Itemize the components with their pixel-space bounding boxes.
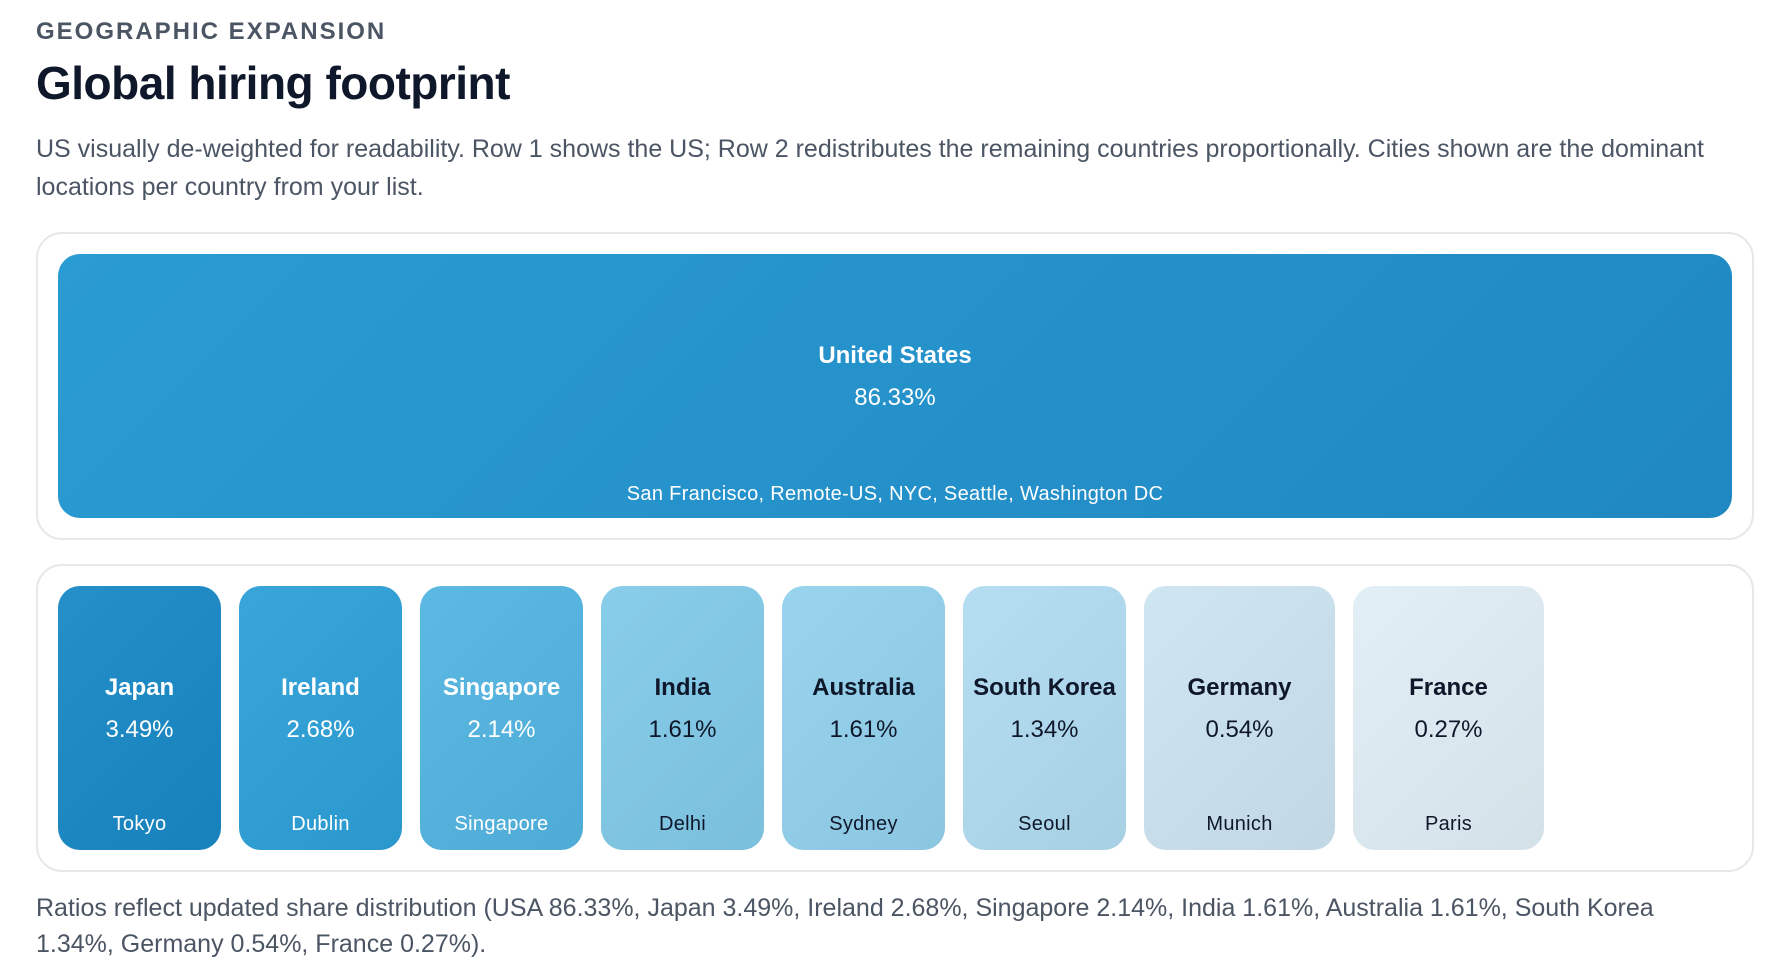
us-row-panel: United States 86.33% San Francisco, Remo… bbox=[36, 232, 1754, 540]
tile-south-korea: South Korea 1.34% Seoul bbox=[963, 586, 1126, 850]
tile-france: France 0.27% Paris bbox=[1353, 586, 1544, 850]
tile-share-percent: 86.33% bbox=[854, 384, 936, 411]
tile-cities: Dublin bbox=[291, 813, 350, 835]
page-title: Global hiring footprint bbox=[36, 57, 510, 109]
tile-japan: Japan 3.49% Tokyo bbox=[58, 586, 221, 850]
tile-country-name: Ireland bbox=[281, 674, 360, 701]
tile-germany: Germany 0.54% Munich bbox=[1144, 586, 1335, 850]
tile-cities: Munich bbox=[1206, 813, 1273, 835]
footnote: Ratios reflect updated share distributio… bbox=[36, 894, 1654, 958]
tile-country-name: Germany bbox=[1187, 674, 1292, 701]
tile-country-name: France bbox=[1409, 674, 1488, 701]
tile-ireland: Ireland 2.68% Dublin bbox=[239, 586, 402, 850]
tile-country-name: Japan bbox=[104, 674, 175, 701]
tile-india: India 1.61% Delhi bbox=[601, 586, 764, 850]
tile-cities: Singapore bbox=[454, 813, 549, 835]
tile-share-percent: 1.61% bbox=[648, 716, 717, 743]
tile-share-percent: 2.68% bbox=[286, 716, 355, 743]
tile-share-percent: 1.61% bbox=[829, 716, 898, 743]
eyebrow-label: GEOGRAPHIC EXPANSION bbox=[36, 18, 387, 45]
tile-cities: Seoul bbox=[1018, 813, 1071, 835]
tile-country-name: India bbox=[654, 674, 711, 701]
tile-country-name: Singapore bbox=[442, 674, 561, 701]
page-subtitle: US visually de-weighted for readability.… bbox=[36, 135, 1704, 201]
tile-country-name: South Korea bbox=[973, 674, 1116, 701]
tile-australia: Australia 1.61% Sydney bbox=[782, 586, 945, 850]
other-countries-row-panel: Japan 3.49% Tokyo Ireland 2.68% Dublin Singapo… bbox=[36, 564, 1754, 872]
tile-share-percent: 3.49% bbox=[105, 716, 174, 743]
tile-cities: Paris bbox=[1424, 813, 1473, 835]
tile-country-name: Australia bbox=[812, 674, 915, 701]
tile-cities: Tokyo bbox=[112, 813, 167, 835]
tile-singapore: Singapore 2.14% Singapore bbox=[420, 586, 583, 850]
tile-share-percent: 0.54% bbox=[1205, 716, 1274, 743]
tile-cities: Sydney bbox=[829, 813, 898, 835]
tile-share-percent: 2.14% bbox=[467, 716, 536, 743]
tile-share-percent: 0.27% bbox=[1414, 716, 1483, 743]
tile-cities: Delhi bbox=[658, 813, 707, 835]
tile-share-percent: 1.34% bbox=[1010, 716, 1079, 743]
tile-country-name: United States bbox=[818, 342, 972, 369]
tile-cities: San Francisco, Remote-US, NYC, Seattle, … bbox=[626, 483, 1164, 505]
tile-united-states: United States 86.33% San Francisco, Remo… bbox=[58, 254, 1732, 518]
